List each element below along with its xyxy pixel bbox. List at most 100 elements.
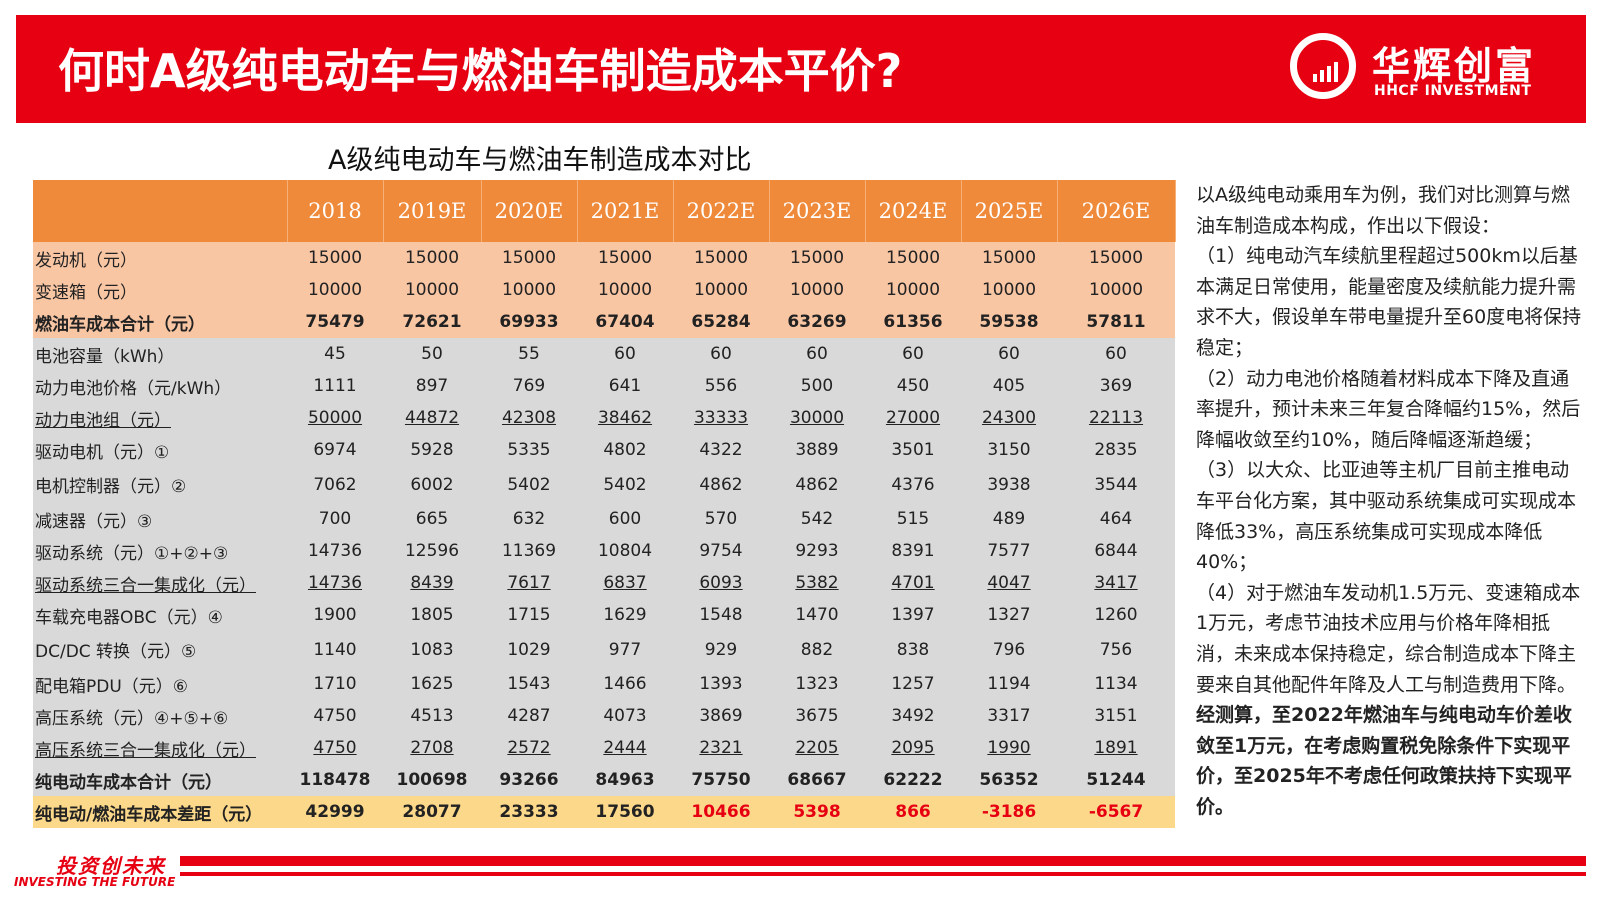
- cell-value: 67404: [595, 312, 655, 332]
- table-cell: 665: [383, 503, 481, 535]
- table-cell: 3501: [865, 434, 961, 466]
- table-cell: 5398: [769, 796, 865, 828]
- table-cell: 6974: [287, 434, 383, 466]
- cell-value: 1397: [891, 605, 935, 625]
- table-cell: 515: [865, 503, 961, 535]
- row-label-text: 燃油车成本合计（元）: [35, 314, 205, 335]
- row-label: 电池容量（kWh）: [33, 338, 287, 370]
- table-cell: 5382: [769, 567, 865, 599]
- cell-value: 3889: [795, 440, 839, 460]
- table-cell: 1891: [1057, 732, 1175, 764]
- footer-slogan-en: INVESTING THE FUTURE: [14, 875, 176, 889]
- table-cell: 56352: [961, 764, 1057, 796]
- cell-value: 10466: [691, 802, 751, 822]
- cell-value: 60: [1105, 344, 1127, 364]
- table-cell: 69933: [481, 306, 577, 338]
- cell-value: 542: [800, 509, 834, 529]
- cell-value: 5928: [410, 440, 454, 460]
- cell-value: 369: [1099, 376, 1133, 396]
- row-label-text: 发动机（元）: [35, 250, 137, 271]
- cell-value: 75750: [691, 770, 751, 790]
- table-cell: 24300: [961, 402, 1057, 434]
- row-label-text: 高压系统（元）④+⑤+⑥: [35, 708, 229, 729]
- table-cell: 67404: [577, 306, 673, 338]
- row-label-text: DC/DC 转换（元）⑤: [35, 642, 197, 662]
- table-cell: 1194: [961, 668, 1057, 700]
- row-label: 动力电池组（元）: [33, 402, 287, 434]
- cell-value: 15000: [789, 248, 845, 268]
- row-label-text: 驱动电机（元）①: [35, 442, 170, 463]
- cell-value: 3417: [1094, 573, 1138, 593]
- cell-value: 450: [896, 376, 930, 396]
- table-cell: 45: [287, 338, 383, 370]
- table-title: A级纯电动车与燃油车制造成本对比: [328, 145, 752, 176]
- cell-value: 838: [896, 639, 930, 660]
- table-cell: 5402: [481, 466, 577, 503]
- conclusion-paragraph: 经测算，至2022年燃油车与纯电动车价差收敛至1万元，在考虑购置税免除条件下实现…: [1196, 704, 1572, 818]
- cell-value: 10000: [885, 280, 941, 300]
- table-cell: 17560: [577, 796, 673, 828]
- table-cell: 1260: [1057, 599, 1175, 631]
- cell-value: 60: [710, 344, 732, 364]
- cell-value: 700: [318, 509, 352, 529]
- cell-value: 4862: [795, 474, 839, 495]
- header-blank-cell: [33, 180, 288, 242]
- cell-value: 9293: [795, 541, 839, 561]
- cell-value: 882: [800, 639, 834, 660]
- cell-value: 50: [421, 344, 443, 364]
- table-cell: 60: [1057, 338, 1175, 370]
- table-cell: 7617: [481, 567, 577, 599]
- cell-value: 641: [608, 376, 642, 396]
- table-cell: 15000: [673, 242, 769, 274]
- cell-value: 1140: [313, 639, 357, 660]
- cell-value: 15000: [404, 248, 460, 268]
- cell-value: 24300: [981, 408, 1037, 428]
- cell-value: 62222: [883, 770, 943, 790]
- table-cell: 450: [865, 370, 961, 402]
- table-cell: 1029: [481, 631, 577, 668]
- table-cell: 15000: [961, 242, 1057, 274]
- company-logo: 华辉创富 HHCF INVESTMENT: [1290, 29, 1550, 109]
- table-cell: 1397: [865, 599, 961, 631]
- table-cell: 3675: [769, 700, 865, 732]
- table-cell: 42999: [287, 796, 383, 828]
- table-row: 纯电动/燃油车成本差距（元） 42999 28077 23333 17560 10466 5…: [33, 796, 1175, 828]
- table-cell: 4701: [865, 567, 961, 599]
- row-label: 驱动电机（元）①: [33, 434, 287, 466]
- table-cell: 4376: [865, 466, 961, 503]
- cell-value: 6974: [313, 440, 357, 460]
- cell-value: 59538: [979, 312, 1039, 332]
- cell-value: 75479: [305, 312, 365, 332]
- table-cell: 641: [577, 370, 673, 402]
- table-cell: 93266: [481, 764, 577, 796]
- year-header: 2025E: [961, 180, 1058, 242]
- table-cell: 4750: [287, 700, 383, 732]
- table-cell: 10000: [1057, 274, 1175, 306]
- cell-value: 665: [415, 509, 449, 529]
- table-cell: 3151: [1057, 700, 1175, 732]
- table-cell: 65284: [673, 306, 769, 338]
- cell-value: 61356: [883, 312, 943, 332]
- year-header: 2022E: [673, 180, 770, 242]
- table-cell: 10000: [383, 274, 481, 306]
- table-cell: 59538: [961, 306, 1057, 338]
- table-cell: 2835: [1057, 434, 1175, 466]
- table-cell: 84963: [577, 764, 673, 796]
- row-label-text: 动力电池价格（元/kWh）: [35, 378, 232, 399]
- table-cell: 542: [769, 503, 865, 535]
- table-cell: 796: [961, 631, 1057, 668]
- cell-value: 464: [1099, 509, 1133, 529]
- table-cell: 489: [961, 503, 1057, 535]
- cell-value: 10000: [981, 280, 1037, 300]
- cell-value: 897: [415, 376, 449, 396]
- footer-slogan-cn: 投资创未来: [56, 854, 166, 878]
- table-cell: 62222: [865, 764, 961, 796]
- cell-value: 1466: [603, 674, 647, 694]
- row-label: 配电箱PDU（元）⑥: [33, 668, 287, 700]
- table-cell: 3417: [1057, 567, 1175, 599]
- table-cell: 60: [865, 338, 961, 370]
- row-label-text: 变速箱（元）: [35, 282, 137, 303]
- note-paragraph: （2）动力电池价格随着材料成本下降及直通率提升，预计未来三年复合降幅约15%，然…: [1196, 367, 1581, 451]
- table-cell: 2708: [383, 732, 481, 764]
- cell-value: 10804: [597, 541, 653, 561]
